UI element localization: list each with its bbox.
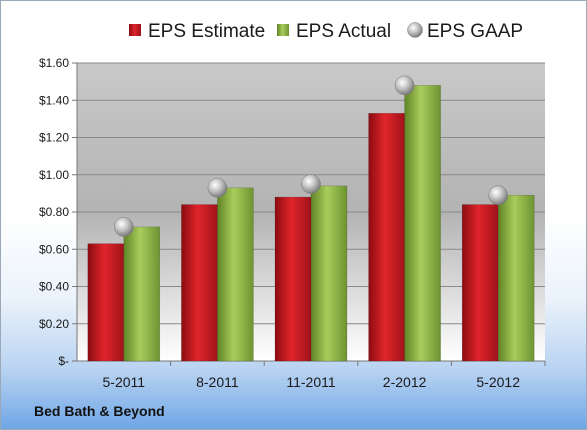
y-tick-label: $1.60: [39, 56, 69, 70]
x-tick-label: 8-2011: [196, 374, 239, 390]
eps-actual-bar: [123, 226, 161, 362]
x-tick-label: 2-2012: [383, 374, 427, 390]
legend: EPS Estimate EPS Actual EPS GAAP: [129, 21, 523, 42]
legend-swatch: [129, 24, 141, 36]
eps-estimate-bar: [368, 113, 405, 362]
y-tick-label: $0.80: [39, 205, 69, 219]
eps-gaap-marker: [114, 217, 134, 237]
eps-gaap-marker: [301, 174, 321, 194]
company-name: Bed Bath & Beyond: [34, 403, 165, 419]
eps-estimate-bar: [87, 243, 125, 362]
eps-estimate-bar: [181, 204, 218, 362]
eps-gaap-marker: [488, 185, 508, 205]
eps-actual-bar: [217, 187, 254, 362]
eps-gaap-marker: [394, 75, 415, 96]
y-tick-label: $0.40: [39, 280, 69, 294]
bars: [87, 85, 535, 362]
legend-swatch: [407, 22, 423, 38]
legend-label: EPS Actual: [296, 21, 391, 42]
eps-actual-bar: [310, 185, 348, 362]
y-tick-label: $0.60: [39, 242, 69, 256]
y-tick-label: $1.20: [39, 131, 69, 145]
eps-gaap-marker: [207, 178, 228, 198]
legend-label: EPS Estimate: [148, 21, 265, 42]
y-tick-label: $0.20: [39, 317, 69, 331]
eps-estimate-bar: [461, 204, 499, 362]
eps-actual-bar: [497, 194, 535, 362]
eps-actual-bar: [404, 85, 441, 362]
legend-swatch: [277, 24, 289, 36]
legend-label: EPS GAAP: [427, 21, 523, 42]
x-tick-label: 5-2012: [476, 374, 520, 390]
x-tick-label: 11-2011: [286, 374, 336, 390]
y-tick-label: $1.00: [39, 168, 69, 182]
y-tick-label: $-: [58, 354, 69, 368]
axes: $- $0.20 $0.40 $0.60 $0.80 $1.00 $1.20 $1.40 $1.…: [39, 56, 546, 390]
x-tick-label: 5-2011: [103, 374, 146, 390]
gaap-markers: [114, 75, 508, 237]
eps-estimate-bar: [274, 196, 312, 362]
y-tick-label: $1.40: [39, 93, 69, 107]
